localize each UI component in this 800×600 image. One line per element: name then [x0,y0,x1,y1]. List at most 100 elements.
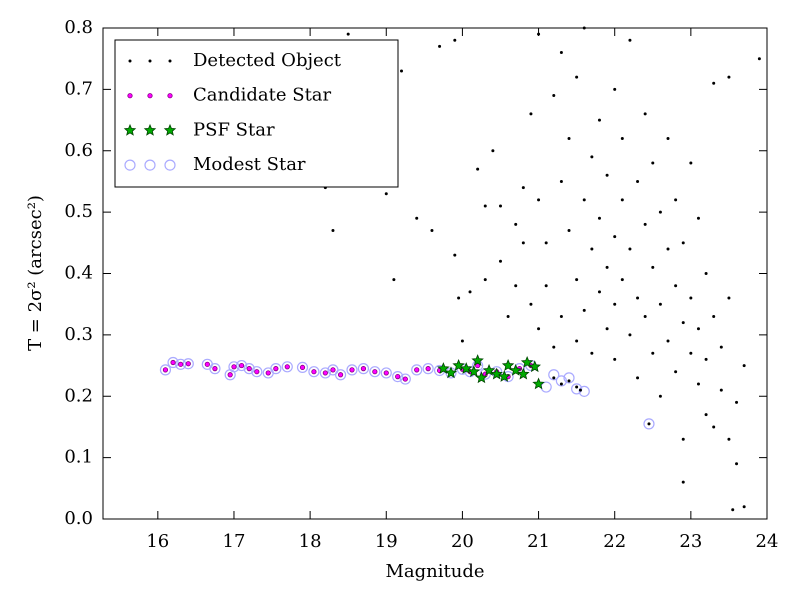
modest-point [571,383,583,395]
detected-point [582,308,586,312]
detected-point [651,265,655,269]
y-tick-label: 0.0 [64,508,93,529]
detected-point [529,302,533,306]
candidate-point [299,364,306,371]
detected-point [457,296,461,300]
detected-point [392,278,396,282]
detected-point [552,94,556,98]
detected-point [674,284,678,288]
detected-point [689,351,693,355]
candidate-point [311,369,317,375]
detected-point [453,38,457,42]
detected-point [757,57,761,61]
detected-point [647,422,651,426]
y-tick-label: 0.8 [64,17,93,38]
detected-point [658,210,662,214]
detected-point [696,216,700,220]
modest-point [209,363,221,375]
x-tick-label: 24 [756,531,779,552]
candidate-point [147,93,153,99]
detected-point [460,339,464,343]
candidate-point [212,366,218,372]
modest-point [144,159,156,171]
detected-point [696,382,700,386]
modest-point [270,363,282,375]
detected-point [559,179,563,183]
detected-point [735,400,739,404]
detected-point [468,290,472,294]
detected-point [704,272,708,275]
candidate-point [167,93,173,99]
detected-point [666,136,670,140]
candidate-point [265,370,271,376]
detected-point [597,290,601,294]
legend-label: PSF Star [193,119,275,140]
detected-point [514,222,518,226]
detected-point [384,192,388,196]
candidate-point [402,376,408,382]
detected-point [666,247,670,251]
detected-point [681,480,685,484]
modest-point [563,372,575,384]
y-axis-label: T = 2σ² (arcsec²) [25,195,46,351]
x-tick-label: 17 [223,531,246,552]
modest-point [164,159,176,171]
detected-point [674,370,678,374]
candidate-point [185,361,191,367]
legend-label: Candidate Star [193,85,332,106]
modest-point [369,366,381,378]
detected-point [128,59,132,63]
detected-point [544,241,548,245]
detected-point [727,75,731,79]
modest-point [346,364,358,376]
modest-point [167,356,179,369]
detected-point [453,253,457,257]
plot-marks [159,26,761,512]
detected-point [514,284,518,288]
detected-point [537,198,541,202]
detected-point [483,278,487,282]
modest-point [281,361,293,373]
candidate-point [322,370,328,376]
detected-point [491,149,495,153]
candidate-point [178,361,184,367]
detected-point [651,161,655,165]
detected-point [643,112,647,116]
detected-point [666,339,670,343]
detected-point [430,229,434,233]
detected-point [727,437,731,441]
legend-label: Detected Object [193,50,342,71]
candidate-point [360,366,367,372]
candidate-point [254,369,260,375]
detected-point [575,339,579,343]
modest-point [334,369,347,381]
candidate-point [349,367,355,373]
detected-point [613,235,617,239]
detected-point [578,388,582,392]
detected-point [712,314,716,318]
detected-point [575,75,579,79]
detected-point [605,327,609,331]
modest-point [124,159,136,171]
detected-point [712,81,716,85]
detected-point [567,379,571,383]
x-tick-label: 16 [146,531,169,552]
x-tick-label: 21 [527,531,550,552]
candidate-point [372,369,378,375]
detected-point [415,216,419,220]
detected-point [559,51,563,55]
modest-point [228,361,240,373]
detected-point [148,59,152,63]
candidate-point [162,367,169,373]
detected-point [559,314,563,318]
legend: Detected Object Candidate Star PSF Star Mod… [114,39,399,188]
detected-point [552,376,556,380]
detected-point [590,247,594,251]
x-tick-label: 20 [451,531,474,552]
detected-point [704,357,708,361]
detected-point [704,413,708,417]
detected-point [483,204,487,208]
detected-point [438,44,442,48]
y-tick-label: 0.2 [64,385,93,406]
detected-point [537,327,541,331]
